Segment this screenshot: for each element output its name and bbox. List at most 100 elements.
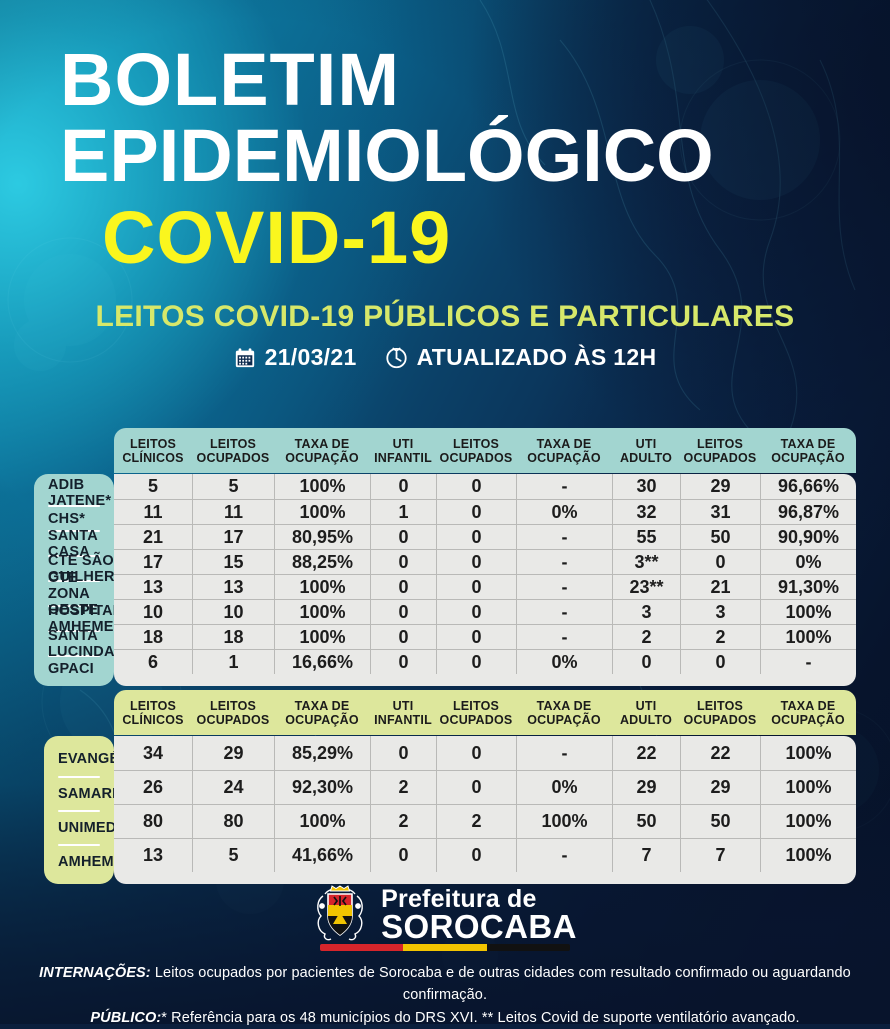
table-cell: 55 (612, 525, 680, 549)
column-header-line2: OCUPADOS (196, 713, 270, 727)
table-cell: 26 (142, 777, 164, 797)
prefeitura-logo: Prefeitura de SOROCABA (0, 884, 890, 946)
table-cell: 29 (192, 736, 274, 770)
table-cell: 100% (274, 500, 370, 524)
table-cell: 7 (680, 839, 760, 872)
table-cell: 50 (680, 805, 760, 838)
column-header-line2: CLÍNICOS (122, 451, 184, 465)
table-cell: 17 (142, 551, 164, 572)
table-row: 80 80 100% 2 2 100% 50 50 100% (114, 804, 856, 838)
table-cell: 85,29% (274, 736, 370, 770)
column-header-7: LEITOS OCUPADOS (680, 437, 760, 465)
name-divider (58, 810, 100, 812)
name-divider (48, 555, 100, 557)
table-cell: 0 (680, 650, 760, 674)
column-header-line1: UTI (635, 437, 657, 451)
hospital-name: GPACI (48, 660, 94, 677)
column-header-line2: OCUPAÇÃO (527, 713, 601, 727)
hospital-name: ADIB JATENE* (48, 476, 112, 509)
table-public-value-grid: 5 5 100% 0 0-30 29 96,66% 11 11 100% 1 0 0% 32 31 96,87… (114, 474, 856, 686)
table-cell: 100% (760, 625, 856, 649)
table-cell: 2 (680, 625, 760, 649)
title-line-epidemiologico: EPIDEMIOLÓGICO (60, 114, 714, 198)
column-header-line1: TAXA DE (294, 699, 350, 713)
table-cell: 5 (192, 839, 274, 872)
table-cell: 0 (370, 550, 436, 574)
date-bar: 21/03/21 ATUALIZADO ÀS 12H (0, 344, 890, 371)
column-header-5: TAXA DE OCUPAÇÃO (516, 699, 612, 727)
column-header-line2: OCUPAÇÃO (285, 713, 359, 727)
table-cell: 3** (612, 550, 680, 574)
name-divider (58, 844, 100, 846)
table-cell: 34 (142, 742, 164, 763)
column-header-line1: UTI (392, 699, 414, 713)
footer-text-internacoes: Leitos ocupados por pacientes de Sorocab… (150, 965, 851, 1004)
column-header-line2: OCUPAÇÃO (771, 451, 845, 465)
column-header-line1: LEITOS (696, 437, 744, 451)
table-row: 18 18 100% 0 0-2 2 100% (114, 624, 856, 649)
table-cell: 0% (516, 650, 612, 674)
table-cell: 100% (760, 600, 856, 624)
column-header-line1: LEITOS (209, 699, 257, 713)
footer-label-publico: PÚBLICO: (90, 1009, 162, 1026)
table-cell: 0 (370, 474, 436, 499)
table-cell: 0 (370, 600, 436, 624)
table-cell: 100% (516, 805, 612, 838)
table-cell: 50 (612, 805, 680, 838)
column-header-line2: OCUPADOS (439, 451, 513, 465)
table-cell: 30 (612, 474, 680, 499)
table-cell: 2 (436, 805, 516, 838)
column-header-line2: OCUPADOS (196, 451, 270, 465)
table-row: 17 15 88,25% 0 0-3** 0 0% (114, 549, 856, 574)
column-header-0: LEITOS CLÍNICOS (114, 699, 192, 727)
table-cell: 2 (612, 625, 680, 649)
table-cell: 0 (436, 474, 516, 499)
column-header-line1: UTI (635, 699, 657, 713)
table-row: 5 5 100% 0 0-30 29 96,66% (114, 474, 856, 499)
table-cell: 1 (192, 650, 274, 674)
table-cell: 0 (370, 575, 436, 599)
column-header-line1: LEITOS (696, 699, 744, 713)
table-cell: 13 (142, 845, 164, 865)
table-row: 13 5 41,66% 0 0-7 7 100% (114, 838, 856, 872)
table-private-header: LEITOS CLÍNICOS LEITOS OCUPADOS TAXA DE OCUPA… (114, 690, 856, 735)
flag-stripe-2 (486, 944, 570, 951)
column-header-line1: LEITOS (452, 437, 500, 451)
footer-text-publico: * Referência para os 48 municípios do DR… (161, 1009, 800, 1026)
title-line-covid19: COVID-19 (102, 196, 452, 280)
name-divider (48, 505, 100, 507)
table-cell: 2 (370, 771, 436, 804)
column-header-1: LEITOS OCUPADOS (192, 437, 274, 465)
column-header-line1: TAXA DE (780, 699, 836, 713)
column-header-7: LEITOS OCUPADOS (680, 699, 760, 727)
table-cell: 100% (760, 771, 856, 804)
table-private-body: EVANGÉLICO SAMARITANO* UNIMED AMHEMED 34 29 85… (44, 736, 856, 884)
table-cell: 100% (274, 625, 370, 649)
table-cell: 41,66% (274, 839, 370, 872)
table-cell: - (760, 650, 856, 674)
flag-bar (320, 944, 570, 951)
table-cell: - (516, 736, 612, 770)
column-header-line2: OCUPADOS (683, 451, 757, 465)
table-cell: 100% (760, 805, 856, 838)
table-cell: 13 (192, 575, 274, 599)
column-header-line2: OCUPAÇÃO (771, 713, 845, 727)
table-cell: 18 (142, 626, 164, 647)
table-row: 21 17 80,95% 0 0-55 50 90,90% (114, 524, 856, 549)
table-row: 34 29 85,29% 0 0-22 22 100% (114, 736, 856, 770)
table-cell: 0 (370, 650, 436, 674)
calendar-icon (234, 347, 256, 369)
column-header-line1: LEITOS (209, 437, 257, 451)
hospital-name: CHS* (48, 510, 86, 527)
table-cell: 0 (436, 650, 516, 674)
table-cell: 29 (612, 771, 680, 804)
table-cell: 24 (192, 771, 274, 804)
table-cell: - (516, 839, 612, 872)
column-header-line2: INFANTIL (374, 451, 432, 465)
column-header-4: LEITOS OCUPADOS (436, 437, 516, 465)
table-cell: 92,30% (274, 771, 370, 804)
table-cell: 0 (436, 575, 516, 599)
table-cell: 0 (436, 550, 516, 574)
column-header-2: TAXA DE OCUPAÇÃO (274, 699, 370, 727)
